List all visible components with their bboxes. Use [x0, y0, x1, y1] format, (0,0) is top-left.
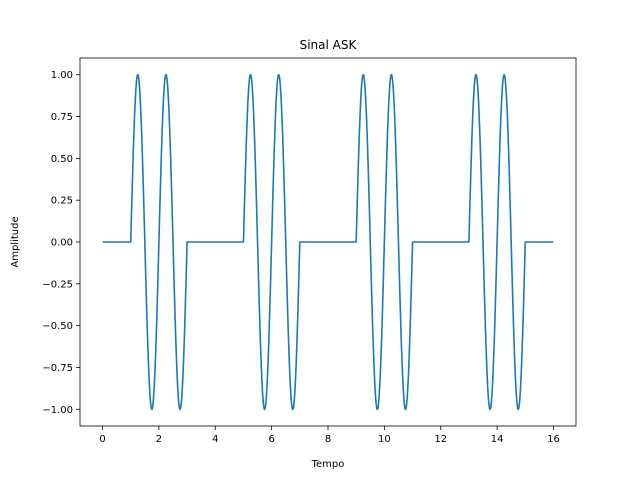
- y-tick-label: 0.25: [51, 196, 73, 207]
- x-tick-label: 6: [268, 434, 274, 445]
- x-axis-title: Tempo: [311, 459, 345, 470]
- y-tick-label: 0.00: [51, 238, 73, 249]
- x-tick-label: 4: [212, 434, 218, 445]
- x-tick-label: 14: [491, 434, 504, 445]
- chart-title: Sinal ASK: [300, 38, 358, 52]
- series-line-0: [101, 73, 555, 411]
- y-tick-label: 1.00: [51, 70, 73, 81]
- y-tick-label: −0.50: [42, 321, 73, 332]
- y-tick-label: 0.50: [51, 154, 73, 165]
- x-tick-label: 10: [378, 434, 391, 445]
- x-tick-label: 8: [325, 434, 331, 445]
- x-tick-label: 2: [156, 434, 162, 445]
- y-tick-label: −1.00: [42, 405, 73, 416]
- y-tick-label: −0.75: [42, 363, 73, 374]
- y-tick-label: 0.75: [51, 112, 73, 123]
- x-tick-label: 16: [547, 434, 560, 445]
- y-tick-label: −0.25: [42, 279, 73, 290]
- y-axis-title: Amplitude: [10, 216, 21, 267]
- x-tick-label: 0: [99, 434, 105, 445]
- x-tick-label: 12: [434, 434, 447, 445]
- x-axis: 0 2 4 6 8 10 12 14 16: [99, 426, 560, 445]
- y-axis: −1.00 −0.75 −0.50 −0.25 0.00 0.25 0.50 0.75 1.00: [42, 70, 80, 416]
